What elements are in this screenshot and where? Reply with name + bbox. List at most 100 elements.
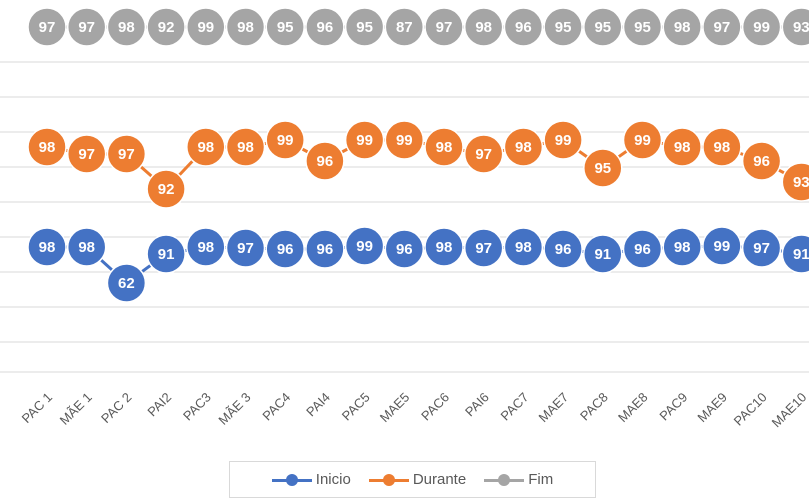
data-label-inicio: 98 bbox=[515, 239, 532, 256]
x-tick-label: MAE5 bbox=[377, 390, 413, 426]
data-point-durante: 99 bbox=[622, 120, 663, 160]
data-point-inicio: 96 bbox=[622, 229, 663, 269]
marker-inicio bbox=[225, 228, 266, 268]
marker-fim bbox=[305, 7, 345, 47]
marker-fim bbox=[622, 7, 663, 47]
marker-inicio bbox=[463, 228, 504, 268]
data-label-fim: 98 bbox=[674, 19, 691, 36]
legend-swatch-durante bbox=[368, 473, 409, 486]
x-tick-label: PAC3 bbox=[180, 390, 214, 424]
data-point-inicio: 99 bbox=[344, 226, 385, 266]
marker-fim bbox=[27, 7, 67, 47]
marker-fim bbox=[702, 7, 742, 47]
data-label-inicio: 96 bbox=[396, 241, 413, 258]
marker-durante bbox=[741, 141, 782, 181]
data-point-durante: 98 bbox=[27, 127, 67, 167]
series-markers: 98 98 62 91 98 97 96 96 99 96 98 97 98 96 91 96 98 99 97 91… bbox=[27, 7, 809, 303]
data-label-fim: 95 bbox=[555, 19, 572, 36]
data-label-inicio: 99 bbox=[356, 238, 373, 255]
x-tick-label: PAC4 bbox=[259, 390, 293, 424]
marker-inicio bbox=[66, 227, 107, 267]
data-point-fim: 95 bbox=[622, 7, 663, 47]
x-axis-tick-labels: PAC 1 MÃE 1 PAC 2 PAI2 PAC3 MÃE 3 PAC4 PAI4 PAC5… bbox=[19, 390, 809, 431]
data-label-durante: 99 bbox=[356, 132, 373, 149]
data-point-inicio: 97 bbox=[741, 228, 782, 268]
data-label-durante: 92 bbox=[158, 181, 175, 198]
marker-durante bbox=[622, 120, 663, 160]
x-tick-label: PAC8 bbox=[577, 390, 611, 424]
marker-fim bbox=[344, 7, 385, 47]
marker-durante bbox=[424, 127, 464, 167]
legend: Inicio Durante Fim bbox=[229, 461, 596, 498]
data-label-inicio: 96 bbox=[277, 241, 294, 258]
legend-label-durante: Durante bbox=[412, 471, 467, 488]
marker-inicio bbox=[106, 263, 147, 303]
marker-durante bbox=[503, 127, 544, 167]
data-point-durante: 97 bbox=[106, 134, 147, 174]
data-label-durante: 95 bbox=[594, 160, 611, 177]
data-point-durante: 97 bbox=[463, 134, 504, 174]
legend-dot-durante-icon bbox=[382, 473, 395, 486]
marker-fim bbox=[741, 7, 782, 47]
legend-swatch-inicio bbox=[271, 473, 312, 486]
x-tick-label: MAE8 bbox=[615, 390, 651, 426]
data-point-durante: 98 bbox=[186, 127, 226, 167]
data-point-inicio: 98 bbox=[27, 227, 67, 267]
legend-swatch-fim bbox=[484, 473, 525, 486]
marker-inicio bbox=[543, 229, 583, 269]
data-label-fim: 93 bbox=[793, 19, 809, 36]
data-label-durante: 98 bbox=[39, 139, 56, 156]
data-label-fim: 95 bbox=[356, 19, 373, 36]
data-label-inicio: 97 bbox=[475, 240, 492, 257]
x-tick-label: MÃE 1 bbox=[57, 390, 95, 428]
data-label-durante: 98 bbox=[436, 139, 453, 156]
data-point-inicio: 98 bbox=[66, 227, 107, 267]
legend-dot-fim-icon bbox=[498, 473, 511, 486]
marker-durante bbox=[305, 141, 345, 181]
data-point-fim: 98 bbox=[463, 7, 504, 47]
data-label-durante: 99 bbox=[555, 132, 572, 149]
marker-fim bbox=[463, 7, 504, 47]
marker-inicio bbox=[27, 227, 67, 267]
marker-fim bbox=[186, 7, 226, 47]
marker-fim bbox=[384, 7, 425, 47]
data-point-durante: 98 bbox=[662, 127, 702, 167]
data-label-fim: 99 bbox=[197, 19, 214, 36]
data-label-durante: 97 bbox=[475, 146, 492, 163]
x-tick-label: PAC10 bbox=[731, 390, 770, 429]
data-label-fim: 98 bbox=[237, 19, 254, 36]
data-point-durante: 98 bbox=[225, 127, 266, 167]
data-label-durante: 97 bbox=[118, 146, 135, 163]
x-tick-label: PAC9 bbox=[656, 390, 690, 424]
data-label-inicio: 98 bbox=[436, 239, 453, 256]
marker-fim bbox=[225, 7, 266, 47]
data-point-fim: 95 bbox=[265, 7, 305, 47]
data-point-fim: 96 bbox=[503, 7, 544, 47]
data-point-inicio: 91 bbox=[583, 234, 623, 274]
data-label-fim: 98 bbox=[475, 19, 492, 36]
data-label-inicio: 98 bbox=[39, 239, 56, 256]
marker-fim bbox=[66, 7, 107, 47]
data-label-inicio: 97 bbox=[237, 240, 254, 257]
data-label-durante: 98 bbox=[714, 139, 731, 156]
data-point-durante: 97 bbox=[66, 134, 107, 174]
marker-durante bbox=[106, 134, 147, 174]
data-point-inicio: 96 bbox=[543, 229, 583, 269]
marker-inicio bbox=[622, 229, 663, 269]
data-label-durante: 98 bbox=[237, 139, 254, 156]
marker-durante bbox=[543, 120, 583, 160]
marker-inicio bbox=[662, 227, 702, 267]
data-point-fim: 99 bbox=[186, 7, 226, 47]
marker-inicio bbox=[741, 228, 782, 268]
data-label-durante: 99 bbox=[634, 132, 651, 149]
data-point-durante: 98 bbox=[503, 127, 544, 167]
marker-fim bbox=[265, 7, 305, 47]
data-label-durante: 96 bbox=[753, 153, 770, 170]
marker-fim bbox=[503, 7, 544, 47]
data-point-durante: 99 bbox=[384, 120, 425, 160]
marker-durante bbox=[344, 120, 385, 160]
legend-label-inicio: Inicio bbox=[315, 471, 351, 488]
marker-durante bbox=[265, 120, 305, 160]
data-label-fim: 92 bbox=[158, 19, 175, 36]
data-label-inicio: 96 bbox=[317, 241, 334, 258]
